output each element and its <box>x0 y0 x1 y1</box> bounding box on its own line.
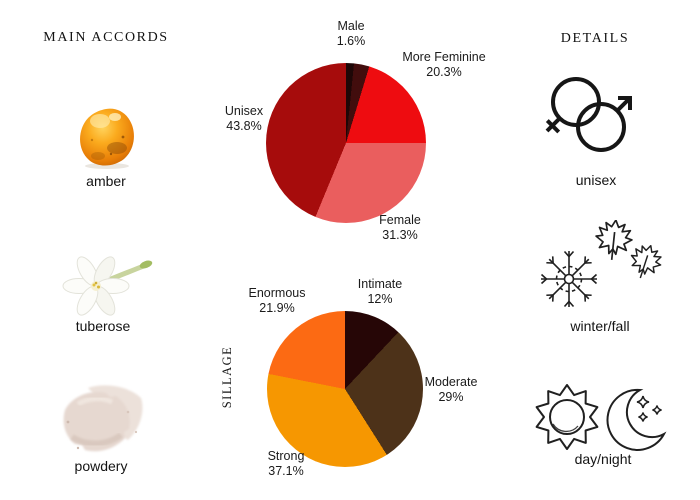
details-title: DETAILS <box>560 31 630 46</box>
slice-name: Enormous <box>248 286 306 300</box>
slice-name: Female <box>379 213 421 227</box>
unisex-gender-icon <box>545 77 632 152</box>
sillage-pie-chart <box>267 311 423 467</box>
pie-label-male: Male 1.6% <box>316 19 386 49</box>
slice-pct: 29% <box>438 390 464 404</box>
slice-name: Strong <box>267 449 305 463</box>
pie-label-intimate: Intimate 12% <box>345 277 415 307</box>
detail-label-unisex: unisex <box>575 172 617 188</box>
tuberose-image <box>62 256 153 316</box>
maple-leaf-icon <box>625 240 667 284</box>
slice-name: Intimate <box>357 277 403 291</box>
slice-name: Male <box>337 19 365 33</box>
sun-moon-stars-icon <box>535 384 667 451</box>
detail-label-winter-fall: winter/fall <box>570 318 630 334</box>
snowflake-maple-leaves-icon <box>540 220 667 308</box>
gender-pie-chart <box>266 63 426 223</box>
slice-pct: 20.3% <box>426 65 462 79</box>
pie-label-more-feminine: More Feminine 20.3% <box>381 50 507 80</box>
slice-pct: 31.3% <box>382 228 418 242</box>
slice-name: More Feminine <box>402 50 486 64</box>
slice-pct: 1.6% <box>336 34 366 48</box>
pie-label-unisex: Unisex 43.8% <box>206 104 282 134</box>
powder-image <box>63 385 143 452</box>
slice-name: Unisex <box>224 104 264 118</box>
pie-label-strong: Strong 37.1% <box>250 449 322 479</box>
slice-name: Moderate <box>424 375 478 389</box>
pie-label-enormous: Enormous 21.9% <box>236 286 318 316</box>
slice-pct: 12% <box>367 292 393 306</box>
slice-pct: 43.8% <box>226 119 262 133</box>
detail-label-day-night: day/night <box>574 451 632 467</box>
accord-label-amber: amber <box>86 173 126 189</box>
slice-pct: 37.1% <box>268 464 304 478</box>
snowflake-icon <box>540 250 598 308</box>
pie-label-moderate: Moderate 29% <box>411 375 491 405</box>
main-accords-title: MAIN ACCORDS <box>43 30 169 45</box>
accord-label-tuberose: tuberose <box>75 318 131 334</box>
slice-pct: 21.9% <box>259 301 295 315</box>
pie-label-female: Female 31.3% <box>364 213 436 243</box>
sillage-axis-label: SILLAGE <box>220 345 234 409</box>
amber-image <box>80 108 134 169</box>
accord-label-powdery: powdery <box>74 458 128 474</box>
sun-icon <box>535 384 599 450</box>
maple-leaf-icon <box>592 220 635 263</box>
moon-icon <box>606 388 667 451</box>
